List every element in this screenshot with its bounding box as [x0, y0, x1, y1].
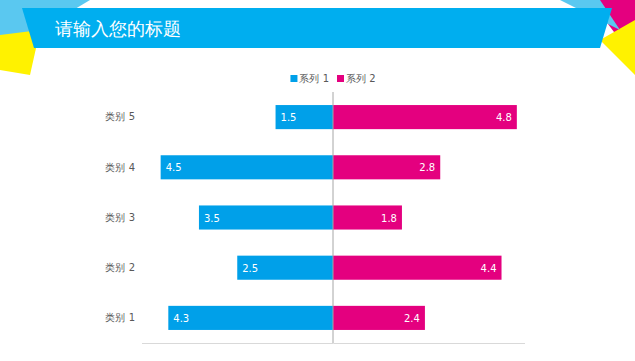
y-tick-label: 类别 1 [105, 312, 135, 323]
legend-label: 系列 2 [346, 73, 376, 84]
bar [333, 105, 517, 129]
y-tick-label: 类别 4 [105, 162, 135, 173]
bar [333, 155, 440, 179]
y-axis: 类别 1 类别 2 类别 3 类别 4 类别 5 [105, 111, 135, 323]
x-axis-line [142, 343, 334, 344]
zero-line [333, 92, 334, 343]
data-label: 4.4 [481, 263, 497, 274]
data-labels: 4.3 2.5 3.5 4.5 1.5 2.4 4.4 1.8 2.8 4.8 [166, 112, 512, 324]
y-tick: 类别 3 [105, 212, 135, 223]
legend: 系列 1 系列 2 [290, 73, 375, 84]
y-tick: 类别 2 [105, 262, 135, 273]
header-decoration [0, 0, 635, 75]
title-banner [22, 8, 612, 48]
x-axis-left [142, 343, 334, 344]
legend-item: 系列 2 [337, 73, 376, 84]
bars [161, 105, 517, 330]
y-tick-label: 类别 2 [105, 262, 135, 273]
bar [333, 256, 502, 280]
data-label: 4.5 [166, 162, 182, 173]
bar [333, 205, 402, 229]
data-label: 2.8 [419, 162, 435, 173]
data-label: 1.8 [381, 213, 397, 224]
legend-label: 系列 1 [299, 73, 329, 84]
bar [161, 155, 333, 179]
bar [276, 105, 333, 129]
chart-title: 请输入您的标题 [55, 18, 181, 39]
bar [237, 256, 333, 280]
series-2 [333, 105, 517, 330]
series-1 [161, 105, 333, 330]
data-label: 3.5 [204, 213, 220, 224]
y-tick: 类别 4 [105, 162, 135, 173]
legend-swatch [337, 75, 344, 82]
x-axis-line [334, 343, 526, 344]
legend-item: 系列 1 [290, 73, 329, 84]
y-tick-label: 类别 5 [105, 111, 135, 122]
chart: 请输入您的标题 4.3 2.5 3.5 4.5 1.5 2.4 4.4 1.8 2.8 4.8 类别 … [0, 0, 635, 361]
data-label: 4.3 [173, 313, 189, 324]
data-label: 2.5 [242, 263, 258, 274]
data-label: 2.4 [404, 313, 420, 324]
legend-swatch [290, 75, 297, 82]
bar [168, 306, 333, 330]
x-axis-right [334, 343, 526, 344]
y-tick: 类别 1 [105, 312, 135, 323]
y-tick-label: 类别 3 [105, 212, 135, 223]
bar [333, 306, 425, 330]
data-label: 4.8 [496, 112, 512, 123]
bar [199, 205, 333, 229]
data-label: 1.5 [281, 112, 297, 123]
y-tick: 类别 5 [105, 111, 135, 122]
